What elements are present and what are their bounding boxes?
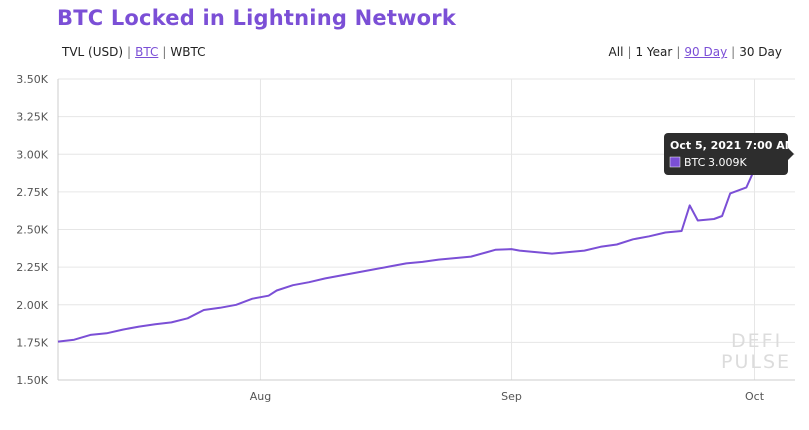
- tooltip-pointer: [788, 148, 794, 160]
- tooltip-series-name: BTC: [684, 156, 706, 169]
- watermark-line-2: PULSE: [721, 351, 791, 373]
- tab-separator: |: [127, 45, 132, 59]
- y-tick-label: 3.25K: [16, 111, 48, 124]
- watermark: DEFI PULSE: [721, 330, 791, 373]
- tooltip: Oct 5, 2021 7:00 AM BTC 3.009K: [664, 133, 796, 175]
- y-tick-label: 1.50K: [16, 374, 48, 387]
- y-tick-label: 1.75K: [16, 336, 48, 349]
- tooltip-series-swatch: [669, 156, 681, 168]
- tab-tvl-usd[interactable]: TVL (USD): [62, 45, 124, 59]
- tooltip-value: 3.009K: [708, 156, 747, 169]
- y-tick-label: 3.00K: [16, 148, 48, 161]
- y-tick-label: 3.50K: [16, 73, 48, 86]
- tooltip-title: Oct 5, 2021 7:00 AM: [670, 139, 796, 152]
- watermark-line-1: DEFI: [731, 330, 782, 352]
- axes: 1.50K 1.75K 2.00K 2.25K 2.50K 2.75K 3.00K 3.25K…: [16, 73, 795, 403]
- tab-30-day[interactable]: 30 Day: [739, 45, 782, 59]
- tab-wbtc[interactable]: WBTC: [170, 45, 206, 59]
- tab-separator: |: [627, 45, 632, 59]
- tab-separator: |: [731, 45, 736, 59]
- tab-separator: |: [162, 45, 167, 59]
- series: [57, 149, 790, 343]
- y-tick-label: 2.75K: [16, 186, 48, 199]
- grid: [58, 78, 795, 381]
- series-line-btc: [57, 151, 788, 343]
- y-tick-label: 2.25K: [16, 261, 48, 274]
- y-tick-label: 2.50K: [16, 224, 48, 237]
- x-tick-label: Aug: [250, 390, 271, 403]
- x-tick-label: Sep: [501, 390, 522, 403]
- tab-all[interactable]: All: [608, 45, 624, 59]
- range-tabs: All | 1 Year | 90 Day | 30 Day: [609, 45, 782, 59]
- tooltip-box: [664, 133, 788, 175]
- tab-separator: |: [676, 45, 681, 59]
- y-tick-label: 2.00K: [16, 299, 48, 312]
- tab-btc[interactable]: BTC: [135, 45, 159, 59]
- chart-title: BTC Locked in Lightning Network: [57, 6, 457, 30]
- tab-1-year[interactable]: 1 Year: [635, 45, 673, 59]
- currency-tabs: TVL (USD) | BTC | WBTC: [62, 45, 206, 59]
- x-tick-label: Oct: [745, 390, 765, 403]
- tab-90-day[interactable]: 90 Day: [684, 45, 728, 59]
